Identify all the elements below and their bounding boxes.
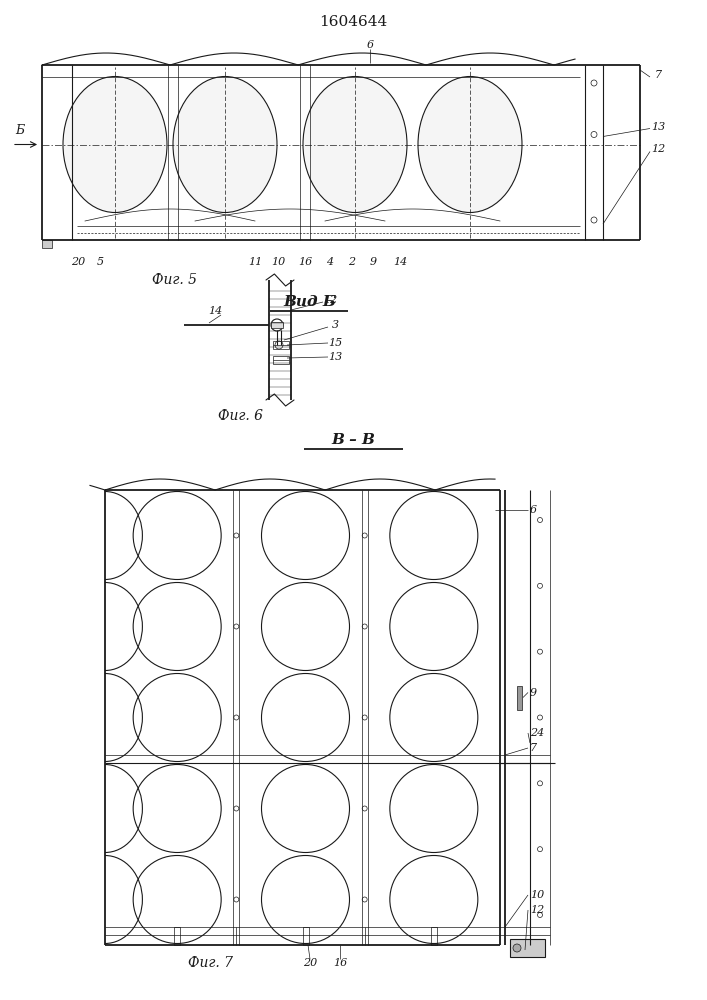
Text: 12: 12 <box>323 295 337 305</box>
Text: 14: 14 <box>393 257 407 267</box>
Text: Фиг. 6: Фиг. 6 <box>218 409 262 423</box>
Text: 4: 4 <box>327 257 334 267</box>
Text: 16: 16 <box>333 958 347 968</box>
Ellipse shape <box>133 674 221 762</box>
Ellipse shape <box>262 674 349 762</box>
Ellipse shape <box>390 582 478 670</box>
Text: 13: 13 <box>651 121 665 131</box>
Text: 16: 16 <box>298 257 312 267</box>
Text: 10: 10 <box>271 257 285 267</box>
Bar <box>431 927 437 945</box>
Bar <box>273 341 289 349</box>
Text: 20: 20 <box>303 958 317 968</box>
Text: 12: 12 <box>530 905 544 915</box>
Text: Вид Б: Вид Б <box>284 295 337 309</box>
Ellipse shape <box>262 582 349 670</box>
Text: 5: 5 <box>96 257 103 267</box>
Text: 1604644: 1604644 <box>319 15 387 29</box>
Ellipse shape <box>173 77 277 213</box>
Text: 13: 13 <box>328 352 342 362</box>
Ellipse shape <box>262 764 349 852</box>
Text: 15: 15 <box>328 338 342 348</box>
Text: 24: 24 <box>530 728 544 738</box>
Ellipse shape <box>303 77 407 213</box>
Text: 9: 9 <box>530 688 537 698</box>
Text: 14: 14 <box>208 306 222 316</box>
Text: 9: 9 <box>370 257 377 267</box>
Text: Б: Б <box>16 124 25 137</box>
Text: 12: 12 <box>651 144 665 154</box>
Bar <box>510 939 545 957</box>
Ellipse shape <box>390 674 478 762</box>
Text: 6: 6 <box>530 505 537 515</box>
Ellipse shape <box>133 491 221 580</box>
Bar <box>42 240 52 248</box>
Text: Фиг. 7: Фиг. 7 <box>187 956 233 970</box>
Text: 6: 6 <box>366 40 373 50</box>
Circle shape <box>513 944 521 952</box>
Text: 11: 11 <box>248 257 262 267</box>
Bar <box>273 356 289 364</box>
Ellipse shape <box>262 856 349 944</box>
Ellipse shape <box>63 77 167 213</box>
Text: 20: 20 <box>71 257 85 267</box>
Ellipse shape <box>390 856 478 944</box>
Ellipse shape <box>133 856 221 944</box>
Bar <box>517 686 522 710</box>
Text: 7: 7 <box>530 743 537 753</box>
Ellipse shape <box>390 764 478 852</box>
Ellipse shape <box>418 77 522 213</box>
Ellipse shape <box>133 582 221 670</box>
Ellipse shape <box>133 764 221 852</box>
Text: В – В: В – В <box>331 433 375 447</box>
Text: 7: 7 <box>655 70 662 80</box>
Ellipse shape <box>390 491 478 580</box>
Text: 3: 3 <box>332 320 339 330</box>
Text: 10: 10 <box>530 890 544 900</box>
Ellipse shape <box>262 491 349 580</box>
Bar <box>174 927 180 945</box>
Bar <box>271 322 283 328</box>
Bar <box>303 927 308 945</box>
Text: Фиг. 5: Фиг. 5 <box>153 273 197 287</box>
Text: 2: 2 <box>349 257 356 267</box>
